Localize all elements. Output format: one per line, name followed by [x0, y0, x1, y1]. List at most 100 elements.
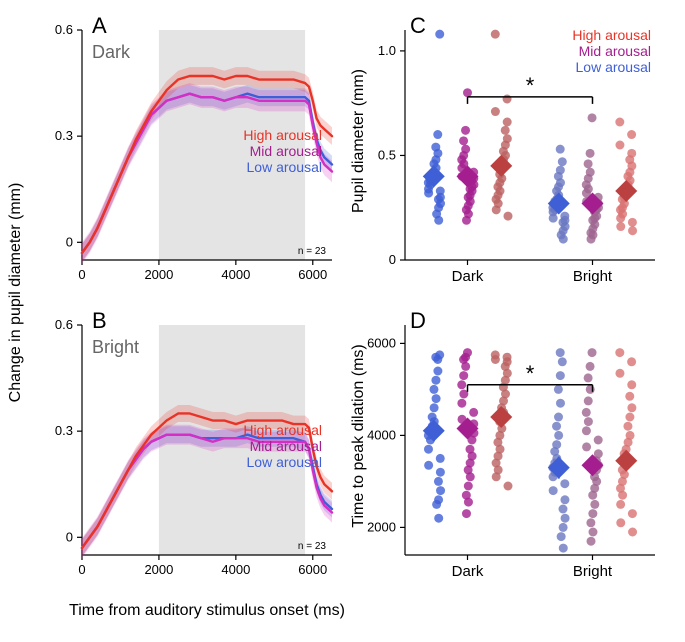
legend-high: High arousal: [243, 127, 322, 143]
y-tick-label: 0.6: [55, 22, 73, 37]
n-label: n = 23: [298, 541, 327, 552]
point-Dark-low: [431, 143, 440, 152]
point-Bright-high: [627, 403, 636, 412]
panel-letter: A: [92, 13, 107, 38]
point-Bright-high: [615, 141, 624, 150]
y-tick-label: 4000: [367, 427, 396, 442]
x-tick-label: 0: [78, 267, 85, 282]
point-Dark-low: [433, 130, 442, 139]
y-tick-label: 2000: [367, 519, 396, 534]
legend-mid: Mid arousal: [579, 43, 651, 59]
point-Bright-mid: [586, 149, 595, 158]
point-Dark-low: [431, 376, 440, 385]
panel-letter: D: [410, 308, 426, 333]
point-Bright-low: [561, 514, 570, 523]
point-Bright-low: [560, 479, 569, 488]
point-Bright-low: [556, 399, 565, 408]
point-Bright-low: [554, 385, 563, 394]
point-Bright-mid: [587, 537, 596, 546]
point-Bright-mid: [586, 385, 595, 394]
point-Dark-mid: [469, 408, 478, 417]
point-Bright-low: [556, 145, 565, 154]
point-Bright-mid: [584, 373, 593, 382]
point-Dark-low: [435, 350, 444, 359]
point-Bright-high: [627, 357, 636, 366]
point-Bright-high: [628, 226, 637, 235]
point-Bright-high: [625, 392, 634, 401]
point-Bright-low: [557, 532, 566, 541]
y-tick-label: 0: [389, 252, 396, 267]
y-tick-label: 0: [66, 234, 73, 249]
point-Dark-low: [434, 495, 443, 504]
point-Bright-mid: [586, 362, 595, 371]
significance-star: *: [526, 73, 535, 98]
point-Dark-high: [503, 95, 512, 104]
point-Dark-mid: [464, 482, 473, 491]
point-Dark-low: [432, 394, 441, 403]
point-Dark-mid: [463, 88, 472, 97]
x-group-label: Bright: [573, 268, 613, 285]
point-Dark-high: [503, 134, 512, 143]
y-axis-title-left: Change in pupil diameter (mm): [7, 183, 24, 403]
n-label: n = 23: [298, 246, 327, 257]
x-group-label: Dark: [452, 268, 484, 285]
x-axis-title-bottom: Time from auditory stimulus onset (ms): [69, 602, 345, 619]
x-tick-label: 2000: [144, 562, 173, 577]
point-Bright-mid: [594, 449, 603, 458]
point-Bright-high: [628, 509, 637, 518]
point-Bright-mid: [588, 528, 597, 537]
point-Bright-high: [615, 348, 624, 357]
legend-high: High arousal: [243, 422, 322, 438]
point-Bright-mid: [584, 396, 593, 405]
point-Dark-high: [503, 353, 512, 362]
legend-mid: Mid arousal: [250, 438, 322, 454]
point-Dark-mid: [457, 399, 466, 408]
legend-low: Low arousal: [247, 159, 323, 175]
point-Dark-mid: [462, 491, 471, 500]
x-tick-label: 2000: [144, 267, 173, 282]
point-Bright-low: [558, 505, 567, 514]
point-Bright-high: [627, 380, 636, 389]
point-Bright-high: [627, 130, 636, 139]
point-Dark-low: [430, 403, 439, 412]
point-Bright-high: [623, 422, 632, 431]
x-group-label: Bright: [573, 563, 613, 580]
significance-star: *: [526, 361, 535, 386]
y-tick-label: 0.6: [55, 317, 73, 332]
point-Bright-high: [628, 218, 637, 227]
point-Dark-high: [491, 107, 500, 116]
y-axis-title: Pupil diameter (mm): [350, 69, 367, 213]
point-Dark-low: [424, 461, 433, 470]
point-Dark-low: [436, 486, 445, 495]
point-Bright-high: [615, 369, 624, 378]
point-Dark-high: [503, 118, 512, 127]
point-Bright-mid: [590, 500, 599, 509]
point-Bright-mid: [582, 442, 591, 451]
point-Bright-low: [554, 413, 563, 422]
point-Bright-high: [616, 518, 625, 527]
point-Bright-low: [558, 157, 567, 166]
legend-mid: Mid arousal: [250, 143, 322, 159]
point-Dark-high: [501, 126, 510, 135]
point-Bright-high: [626, 431, 635, 440]
point-Dark-low: [429, 385, 438, 394]
point-Bright-mid: [588, 509, 597, 518]
point-Dark-low: [435, 30, 444, 39]
point-Bright-mid: [584, 159, 593, 168]
panel-letter: B: [92, 308, 107, 333]
point-Bright-high: [627, 149, 636, 158]
point-Bright-high: [616, 222, 625, 231]
y-tick-label: 0.3: [55, 423, 73, 438]
point-Bright-low: [556, 348, 565, 357]
point-Bright-high: [628, 528, 637, 537]
panel-condition-label: Bright: [92, 337, 139, 357]
point-Dark-low: [436, 468, 445, 477]
point-Dark-low: [424, 445, 433, 454]
point-Bright-high: [615, 118, 624, 127]
point-Bright-low: [554, 431, 563, 440]
point-Bright-mid: [594, 436, 603, 445]
point-Dark-high: [491, 350, 500, 359]
legend-low: Low arousal: [247, 454, 323, 470]
y-tick-label: 1.0: [378, 43, 396, 58]
x-tick-label: 6000: [298, 267, 327, 282]
